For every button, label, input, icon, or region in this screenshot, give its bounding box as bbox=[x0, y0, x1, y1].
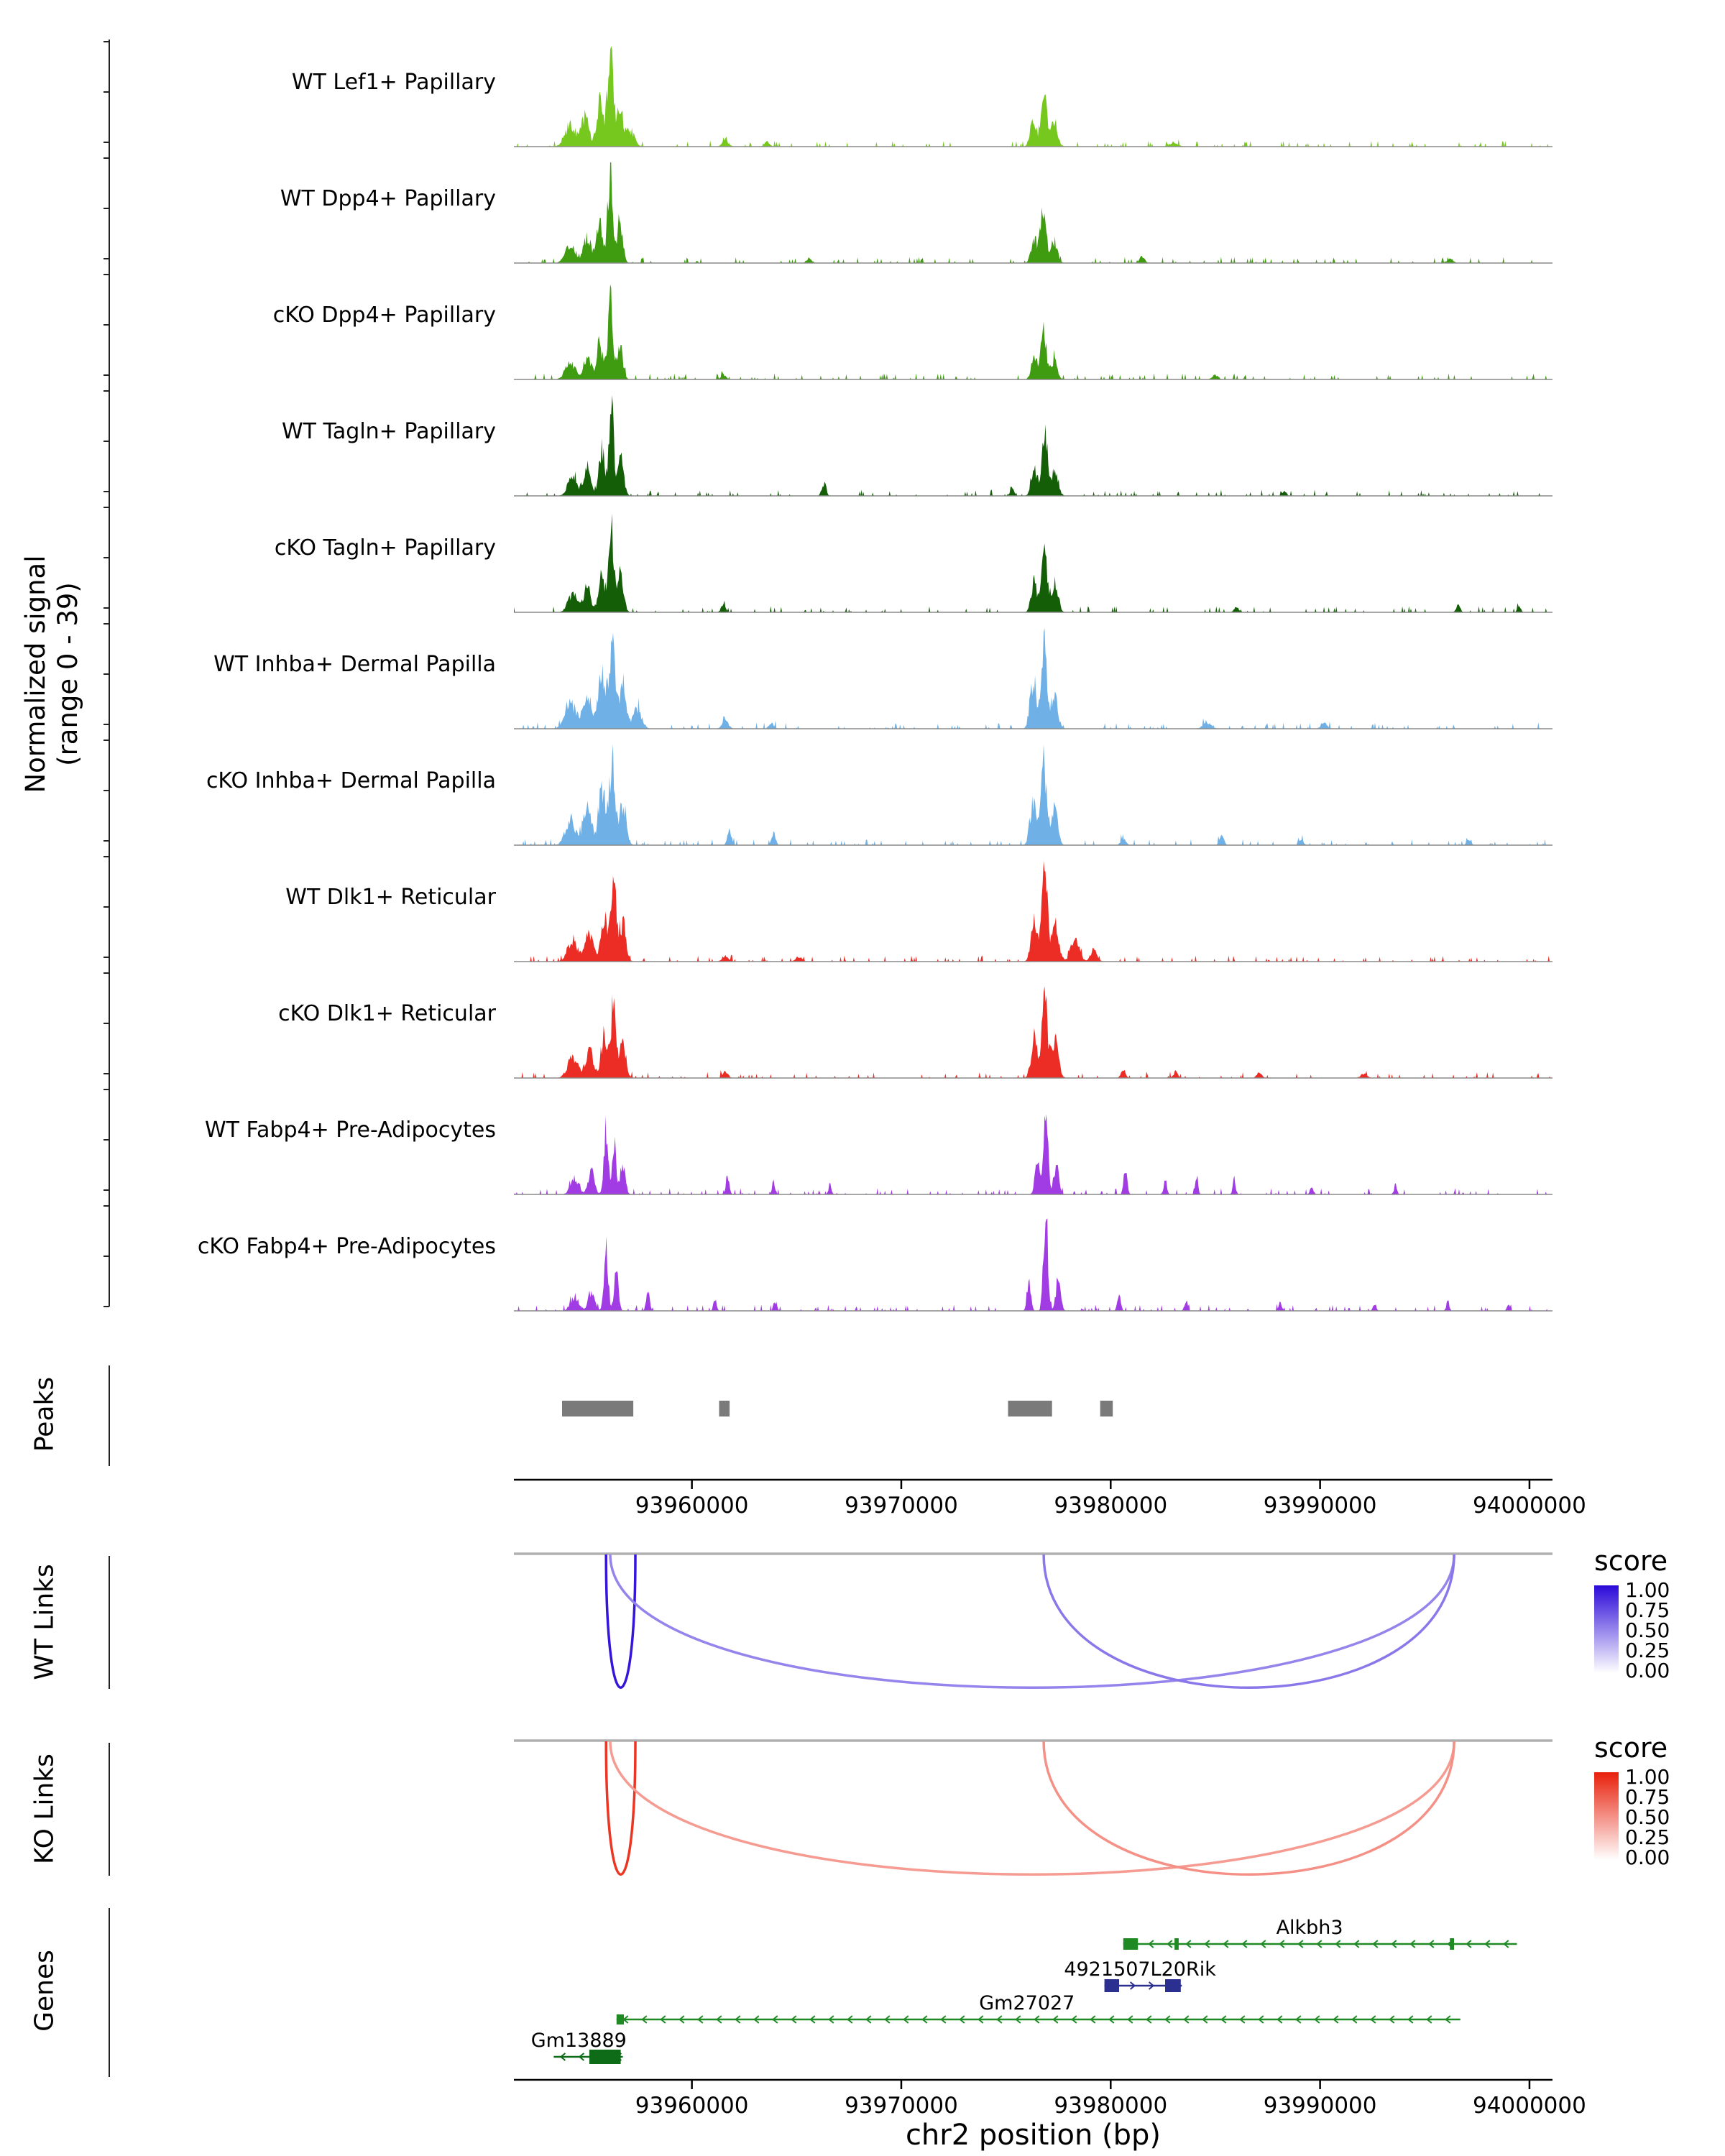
signal-track-label: WT Lef1+ Papillary bbox=[291, 70, 496, 95]
signal-track-label: cKO Fabp4+ Pre-Adipocytes bbox=[197, 1234, 496, 1259]
gene-exon bbox=[1123, 1938, 1138, 1950]
x-axis-tick-label: 94000000 bbox=[1473, 1493, 1586, 1519]
signal-track-coverage bbox=[514, 1218, 1552, 1312]
peak-interval bbox=[562, 1401, 634, 1416]
score-legend-tick-label: 1.00 bbox=[1625, 1765, 1670, 1789]
signal-track-row: WT Inhba+ Dermal Papilla bbox=[0, 617, 1725, 733]
signal-track-row: WT Tagln+ Papillary bbox=[0, 384, 1725, 500]
ko-links-panel bbox=[514, 1739, 1552, 1876]
x-axis-title: chr2 position (bp) bbox=[905, 2119, 1162, 2152]
score-legend-tick-label: 0.00 bbox=[1625, 1846, 1670, 1869]
signal-track-coverage bbox=[514, 1114, 1552, 1195]
wt-score-gradient-bar bbox=[1594, 1585, 1619, 1673]
signal-track-label: WT Inhba+ Dermal Papilla bbox=[213, 652, 496, 677]
ko-score-legend-title: score bbox=[1594, 1732, 1668, 1764]
gene-label: 4921507L20Rik bbox=[1064, 1958, 1216, 1981]
gene-exon bbox=[1450, 1938, 1454, 1950]
link-arc bbox=[604, 1741, 637, 1876]
x-axis-tick-label: 93970000 bbox=[845, 1493, 958, 1519]
signal-track-row: WT Lef1+ Papillary bbox=[0, 34, 1725, 151]
signal-track-row: WT Dlk1+ Reticular bbox=[0, 849, 1725, 966]
gene-exon bbox=[1174, 1938, 1179, 1950]
signal-track-label: WT Dpp4+ Papillary bbox=[280, 186, 496, 211]
signal-track-row: cKO Tagln+ Papillary bbox=[0, 500, 1725, 617]
gene-label: Gm13889 bbox=[531, 2030, 627, 2052]
x-axis-tick-label: 93960000 bbox=[635, 2093, 749, 2119]
signal-track-label: WT Tagln+ Papillary bbox=[282, 419, 496, 444]
signal-track-coverage bbox=[514, 861, 1552, 962]
gene-exon bbox=[616, 2014, 624, 2024]
ko-score-legend-ticks: 1.00 0.75 0.50 0.25 0.00 bbox=[1625, 1765, 1670, 1869]
peak-interval bbox=[1008, 1401, 1052, 1416]
ko-score-legend: score 1.00 0.75 0.50 0.25 0.00 bbox=[1594, 1732, 1724, 1869]
ko-score-gradient-bar bbox=[1594, 1772, 1619, 1860]
gene-label: Gm27027 bbox=[979, 1992, 1075, 2014]
score-legend-tick-label: 0.50 bbox=[1625, 1805, 1670, 1829]
genes-panel: Alkbh3 4921507L20Rik Gm27027 Gm13889 bbox=[531, 1917, 1517, 2064]
score-legend-tick-label: 0.50 bbox=[1625, 1618, 1670, 1642]
x-axis-tick-label: 93990000 bbox=[1264, 1493, 1377, 1519]
section-bracket-lines bbox=[104, 40, 110, 2077]
gene-exon bbox=[1165, 1979, 1181, 1992]
x-axis-tick-label: 93960000 bbox=[635, 1493, 749, 1519]
signal-track-row: cKO Dpp4+ Papillary bbox=[0, 267, 1725, 384]
score-legend-tick-label: 0.25 bbox=[1625, 1639, 1670, 1662]
link-arc bbox=[1042, 1741, 1455, 1876]
signal-track-coverage bbox=[514, 395, 1552, 497]
x-axis-tick-label: 93980000 bbox=[1054, 1493, 1167, 1519]
signal-track-label: cKO Dpp4+ Papillary bbox=[272, 303, 496, 328]
gene-label: Alkbh3 bbox=[1276, 1917, 1343, 1939]
signal-track-label: WT Dlk1+ Reticular bbox=[285, 885, 496, 910]
gene-model: 4921507L20Rik bbox=[1064, 1958, 1216, 1992]
gene-exon bbox=[589, 2050, 621, 2064]
peak-interval bbox=[1100, 1401, 1113, 1416]
gene-model: Gm27027 bbox=[616, 1992, 1460, 2024]
link-arc bbox=[604, 1554, 637, 1689]
x-axis-tick-label: 93980000 bbox=[1054, 2093, 1167, 2119]
x-axis-tick-label: 94000000 bbox=[1473, 2093, 1586, 2119]
x-axis-tick-label: 93990000 bbox=[1264, 2093, 1377, 2119]
score-legend-tick-label: 0.00 bbox=[1625, 1659, 1670, 1682]
score-legend-tick-label: 1.00 bbox=[1625, 1578, 1670, 1602]
link-arc bbox=[609, 1741, 1455, 1876]
signal-track-label: WT Fabp4+ Pre-Adipocytes bbox=[205, 1118, 496, 1143]
gene-model: Gm13889 bbox=[531, 2030, 627, 2064]
signal-track-coverage bbox=[514, 284, 1552, 380]
link-arc bbox=[609, 1554, 1455, 1689]
peaks-track bbox=[562, 1401, 1113, 1416]
signal-track-label: cKO Inhba+ Dermal Papilla bbox=[206, 768, 496, 793]
x-axis-bottom: 93960000 93970000 93980000 93990000 94000000 bbox=[514, 2078, 1586, 2119]
signal-track-coverage bbox=[514, 46, 1552, 147]
score-legend-tick-label: 0.25 bbox=[1625, 1825, 1670, 1849]
signal-track-coverage bbox=[514, 745, 1552, 846]
signal-track-coverage bbox=[514, 162, 1552, 264]
signal-track-row: WT Dpp4+ Papillary bbox=[0, 151, 1725, 267]
signal-track-row: WT Fabp4+ Pre-Adipocytes bbox=[0, 1082, 1725, 1199]
wt-score-legend-title: score bbox=[1594, 1545, 1668, 1577]
signal-track-row: cKO Dlk1+ Reticular bbox=[0, 966, 1725, 1082]
link-arc bbox=[1042, 1554, 1455, 1689]
x-axis-tick-label: 93970000 bbox=[845, 2093, 958, 2119]
signal-track-coverage bbox=[514, 986, 1552, 1079]
signal-track-coverage bbox=[514, 628, 1552, 729]
score-legend-tick-label: 0.75 bbox=[1625, 1598, 1670, 1622]
signal-track-label: cKO Dlk1+ Reticular bbox=[278, 1001, 496, 1026]
gene-model: Alkbh3 bbox=[1123, 1917, 1517, 1950]
wt-score-legend: score 1.00 0.75 0.50 0.25 0.00 bbox=[1594, 1545, 1724, 1682]
wt-score-legend-ticks: 1.00 0.75 0.50 0.25 0.00 bbox=[1625, 1578, 1670, 1682]
signal-track-coverage bbox=[514, 513, 1552, 613]
signal-track-label: cKO Tagln+ Papillary bbox=[274, 535, 496, 561]
wt-links-panel bbox=[514, 1552, 1552, 1689]
x-axis-top: 93960000 93970000 93980000 93990000 94000000 bbox=[514, 1478, 1586, 1519]
peak-interval bbox=[719, 1401, 730, 1416]
signal-track-row: cKO Fabp4+ Pre-Adipocytes bbox=[0, 1199, 1725, 1315]
gene-exon bbox=[1104, 1979, 1119, 1992]
score-legend-tick-label: 0.75 bbox=[1625, 1785, 1670, 1809]
signal-track-row: cKO Inhba+ Dermal Papilla bbox=[0, 733, 1725, 849]
